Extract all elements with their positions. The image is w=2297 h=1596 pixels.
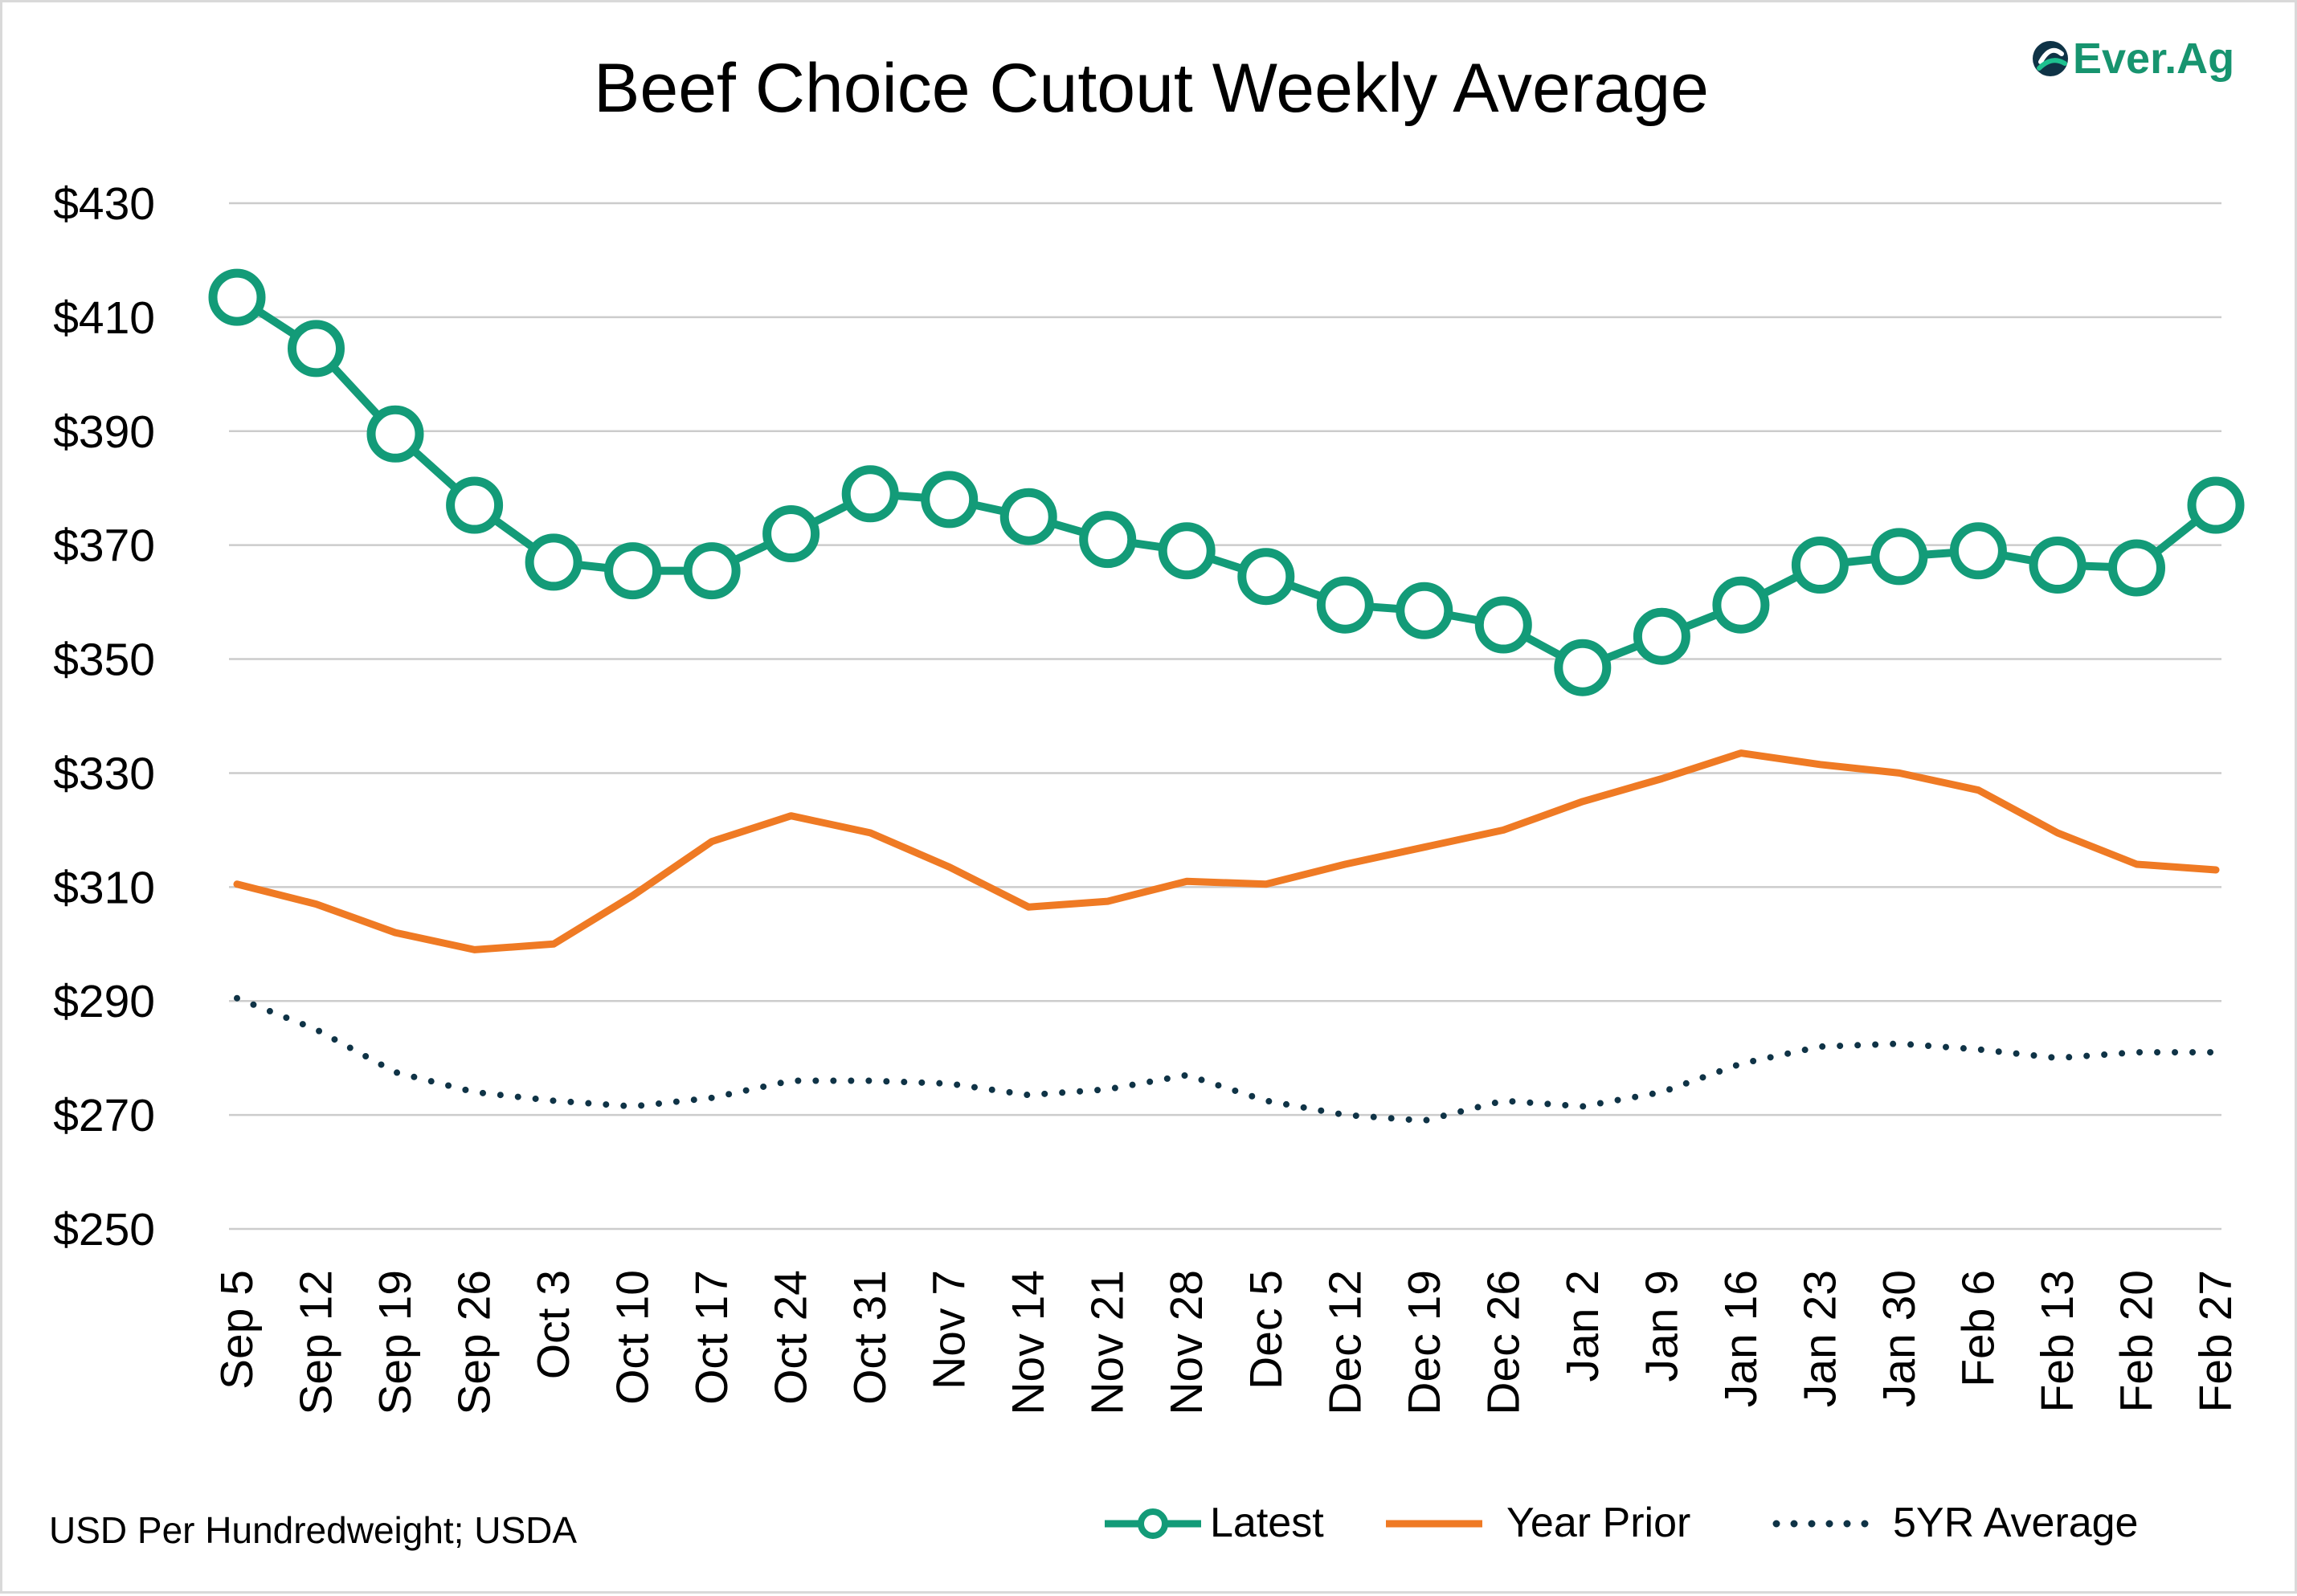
y-tick-label-290: $290: [53, 976, 155, 1027]
y-tick-label-330: $330: [53, 748, 155, 799]
x-tick-label-nov-21: Nov 21: [1082, 1270, 1134, 1415]
y-tick-label-410: $410: [53, 292, 155, 344]
series-line-latest: [233, 293, 2220, 672]
latest-point-dec-19: [1396, 582, 1453, 639]
legend-label-5yr-average: 5YR Average: [1893, 1500, 2138, 1546]
latest-point-oct-3: [525, 533, 582, 591]
legend-item-latest: Latest: [1105, 1500, 1324, 1546]
latest-point-feb-27: [2187, 476, 2245, 534]
latest-point-oct-31: [841, 465, 899, 523]
latest-point-feb-6: [1949, 522, 2007, 580]
latest-point-nov-28: [1158, 522, 1216, 580]
x-tick-label-feb-27: Feb 27: [2190, 1270, 2242, 1412]
x-tick-label-sep-26: Sep 26: [449, 1270, 501, 1415]
x-tick-label-jan-2: Jan 2: [1557, 1270, 1608, 1382]
source-footnote: USD Per Hundredweight; USDA: [49, 1509, 577, 1551]
latest-point-oct-17: [683, 542, 741, 600]
latest-point-dec-26: [1474, 596, 1532, 654]
latest-point-jan-30: [1870, 528, 1928, 586]
latest-point-nov-21: [1079, 511, 1137, 569]
y-tick-label-430: $430: [53, 178, 155, 230]
series-lines: [233, 293, 2220, 1125]
latest-point-sep-26: [446, 476, 504, 534]
ever-ag-logo-mark-icon: [2033, 41, 2068, 76]
latest-point-sep-12: [288, 320, 345, 378]
x-tick-label-sep-5: Sep 5: [211, 1270, 263, 1390]
legend-label-latest: Latest: [1210, 1500, 1324, 1546]
x-tick-label-nov-7: Nov 7: [924, 1270, 975, 1390]
x-tick-label-jan-30: Jan 30: [1874, 1270, 1925, 1407]
latest-point-jan-23: [1791, 537, 1849, 594]
legend-marker-latest: [1138, 1508, 1168, 1539]
x-tick-label-oct-17: Oct 17: [686, 1270, 738, 1405]
latest-point-jan-2: [1554, 639, 1612, 696]
latest-point-feb-13: [2029, 537, 2087, 594]
x-tick-label-dec-5: Dec 5: [1240, 1270, 1292, 1390]
x-tick-label-jan-9: Jan 9: [1636, 1270, 1687, 1382]
legend-label-year-prior: Year Prior: [1506, 1500, 1690, 1546]
x-tick-label-nov-28: Nov 28: [1161, 1270, 1212, 1415]
x-tick-label-sep-19: Sep 19: [370, 1270, 421, 1415]
latest-point-nov-7: [921, 471, 979, 529]
x-tick-label-nov-14: Nov 14: [1003, 1270, 1054, 1415]
x-tick-label-feb-6: Feb 6: [1952, 1270, 2004, 1387]
y-tick-label-370: $370: [53, 520, 155, 572]
grid-lines: [229, 202, 2221, 1231]
x-axis-tick-labels: Sep 5 Sep 12 Sep 19 Sep 26 Oct 3 Oct 10 Oct 17…: [211, 1270, 2242, 1415]
ever-ag-logo: Ever.Ag: [2033, 35, 2234, 83]
latest-point-jan-16: [1712, 576, 1770, 634]
x-tick-label-oct-10: Oct 10: [607, 1270, 659, 1405]
x-tick-label-jan-23: Jan 23: [1794, 1270, 1845, 1407]
chart-title: Beef Choice Cutout Weekly Average: [594, 50, 1709, 127]
y-tick-label-270: $270: [53, 1090, 155, 1141]
series-line-year-prior: [233, 749, 2220, 953]
x-tick-label-dec-19: Dec 19: [1399, 1270, 1450, 1415]
series-line-5yr-average: [234, 994, 2219, 1125]
y-tick-label-350: $350: [53, 635, 155, 686]
legend: Latest Year Prior 5YR Average: [1105, 1500, 2138, 1546]
y-tick-label-390: $390: [53, 406, 155, 458]
x-tick-label-oct-24: Oct 24: [766, 1270, 817, 1405]
latest-point-sep-5: [208, 268, 266, 326]
y-tick-label-310: $310: [53, 862, 155, 913]
x-tick-label-dec-26: Dec 26: [1478, 1270, 1529, 1415]
latest-point-oct-10: [604, 542, 662, 600]
x-tick-label-oct-3: Oct 3: [528, 1270, 579, 1379]
latest-point-oct-24: [762, 505, 820, 562]
x-tick-label-sep-12: Sep 12: [291, 1270, 342, 1415]
x-tick-label-oct-31: Oct 31: [844, 1270, 896, 1405]
x-tick-label-feb-20: Feb 20: [2111, 1270, 2162, 1412]
x-tick-label-jan-16: Jan 16: [1715, 1270, 1767, 1407]
legend-item-year-prior: Year Prior: [1386, 1500, 1690, 1546]
ever-ag-logo-text: Ever.Ag: [2073, 35, 2234, 83]
y-axis-tick-labels: $250 $270 $290 $310 $330 $350 $370 $390 $410 $430: [53, 178, 155, 1255]
x-tick-label-feb-13: Feb 13: [2032, 1270, 2083, 1412]
legend-item-5yr-average: 5YR Average: [1772, 1500, 2138, 1546]
x-tick-label-dec-12: Dec 12: [1319, 1270, 1371, 1415]
latest-point-sep-19: [366, 405, 424, 463]
latest-series-markers: [208, 268, 2245, 696]
latest-point-dec-12: [1316, 576, 1374, 634]
y-tick-label-250: $250: [53, 1204, 155, 1255]
latest-point-feb-20: [2108, 539, 2165, 597]
latest-point-jan-9: [1633, 607, 1690, 665]
latest-point-nov-14: [999, 488, 1057, 545]
latest-point-dec-5: [1237, 548, 1295, 606]
